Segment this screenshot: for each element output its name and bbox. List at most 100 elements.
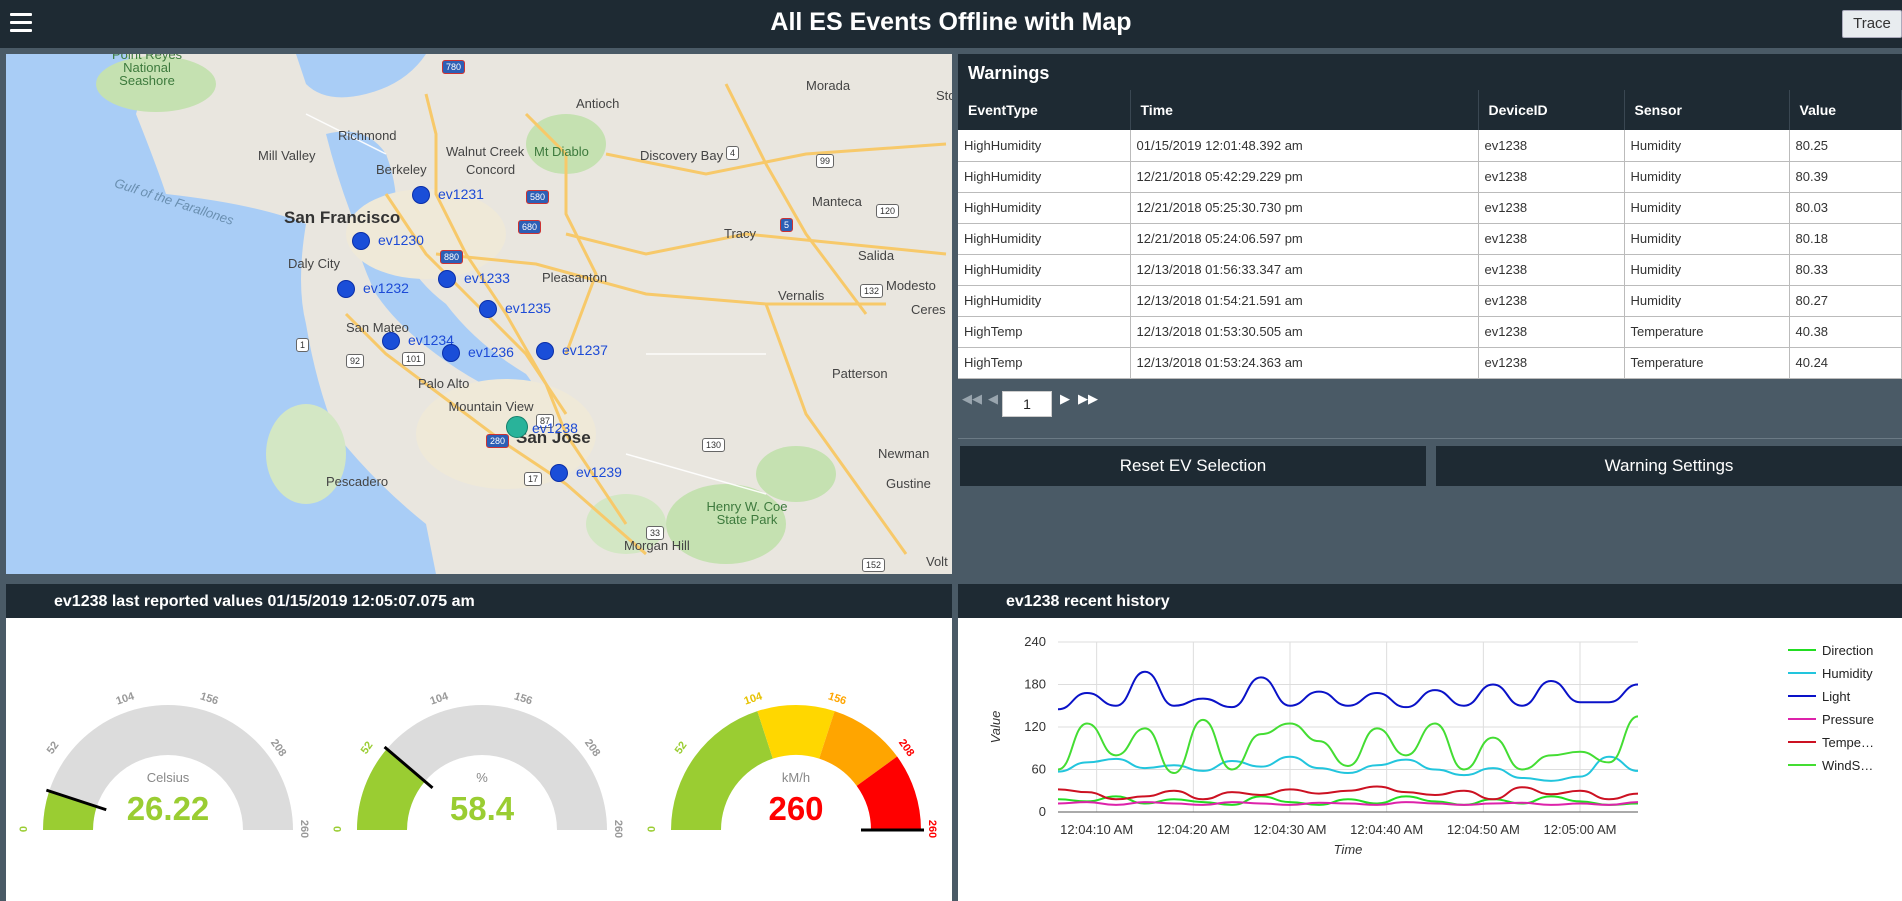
map-marker[interactable] xyxy=(352,232,370,250)
map-marker-label[interactable]: ev1235 xyxy=(505,300,551,316)
col-time[interactable]: Time xyxy=(1130,90,1479,130)
next-page-icon[interactable]: ▶ xyxy=(1060,390,1070,406)
series-line xyxy=(1057,755,1639,782)
map-place-label: Salida xyxy=(858,248,895,263)
x-tick-label: 12:04:10 AM xyxy=(1060,822,1133,837)
prev-page-icon[interactable]: ◀ xyxy=(988,390,998,406)
map-place-label: Mountain View xyxy=(448,399,534,414)
table-cell: 80.39 xyxy=(1789,161,1902,193)
highway-shield: 120 xyxy=(876,204,900,218)
highway-shield: 580 xyxy=(526,190,550,204)
table-row[interactable]: HighHumidity 12/21/2018 05:24:06.597 pm ev… xyxy=(958,223,1902,255)
map-place-label: Concord xyxy=(466,162,516,177)
last-page-icon[interactable]: ▶▶ xyxy=(1078,390,1098,406)
gauges-title: ev1238 last reported values 01/15/2019 1… xyxy=(6,584,952,618)
map-marker-label[interactable]: ev1231 xyxy=(438,186,484,202)
table-cell: ev1238 xyxy=(1478,223,1625,255)
map-marker-label[interactable]: ev1239 xyxy=(576,464,622,480)
map-place-label: Palo Alto xyxy=(418,376,470,391)
table-cell: HighHumidity xyxy=(958,285,1131,317)
map-marker[interactable] xyxy=(438,270,456,288)
series-line xyxy=(1057,785,1639,801)
gauge-value: 260 xyxy=(768,790,824,827)
trace-button[interactable]: Trace xyxy=(1842,10,1902,38)
table-cell: Humidity xyxy=(1624,161,1790,193)
first-page-icon[interactable]: ◀◀ xyxy=(962,390,982,406)
gauge-value: 26.22 xyxy=(126,790,210,827)
table-row[interactable]: HighHumidity 12/13/2018 01:54:21.591 am ev… xyxy=(958,285,1902,317)
map-place-label: Henry W. Coe State Park xyxy=(706,499,788,527)
reset-ev-selection-button[interactable]: Reset EV Selection xyxy=(960,446,1426,486)
map-marker[interactable] xyxy=(412,186,430,204)
gauge-unit: kM/h xyxy=(781,770,811,785)
page-input[interactable]: 1 xyxy=(1002,390,1052,417)
table-row[interactable]: HighHumidity 01/15/2019 12:01:48.392 am ev… xyxy=(958,130,1902,162)
gauge-humidity: 0 52 104 156 208 260% 58.4 xyxy=(332,630,624,838)
map-marker[interactable] xyxy=(506,416,528,438)
highway-shield: 87 xyxy=(536,414,555,428)
map-marker[interactable] xyxy=(536,342,554,360)
map-marker-label[interactable]: ev1234 xyxy=(408,332,454,348)
table-cell: HighTemp xyxy=(958,316,1131,348)
map-place-label: Modesto xyxy=(886,278,936,293)
table-cell: ev1238 xyxy=(1478,130,1625,162)
menu-icon[interactable] xyxy=(10,13,32,33)
map-marker-label[interactable]: ev1232 xyxy=(363,280,409,296)
highway-shield: 152 xyxy=(862,558,886,572)
table-row[interactable]: HighHumidity 12/21/2018 05:25:30.730 pm ev… xyxy=(958,192,1902,224)
map-place-label: San Jose xyxy=(516,428,591,447)
table-cell: Temperature xyxy=(1624,347,1790,379)
gauge-band xyxy=(757,705,835,759)
map-marker-label[interactable]: ev1236 xyxy=(468,344,514,360)
map-marker-label[interactable]: ev1237 xyxy=(562,342,608,358)
y-tick-label: 240 xyxy=(1024,634,1046,649)
x-tick-label: 12:04:40 AM xyxy=(1350,822,1423,837)
table-row[interactable]: HighTemp 12/13/2018 01:53:24.363 am ev1238… xyxy=(958,347,1902,379)
history-panel: ev1238 recent history 0 60 120 180 240 12:04:… xyxy=(958,584,1902,901)
map-marker-label[interactable]: ev1233 xyxy=(464,270,510,286)
map-marker-label[interactable]: ev1238 xyxy=(532,420,578,436)
table-cell: ev1238 xyxy=(1478,161,1625,193)
highway-shield: 99 xyxy=(816,154,835,168)
map-marker[interactable] xyxy=(337,280,355,298)
warning-settings-button[interactable]: Warning Settings xyxy=(1436,446,1902,486)
map-marker[interactable] xyxy=(442,344,460,362)
y-tick-label: 60 xyxy=(1032,762,1046,777)
history-chart: 0 60 120 180 240 12:04:10 AM 12:04:20 AM 12:04:… xyxy=(988,634,1874,857)
legend-label: Tempe… xyxy=(1822,735,1874,750)
table-cell: Humidity xyxy=(1624,285,1790,317)
x-tick-label: 12:05:00 AM xyxy=(1544,822,1617,837)
gauge-dial xyxy=(671,705,924,832)
col-deviceid[interactable]: DeviceID xyxy=(1478,90,1625,130)
map-marker[interactable] xyxy=(550,464,568,482)
table-cell: HighTemp xyxy=(958,347,1131,379)
legend-label: Light xyxy=(1822,689,1851,704)
col-value[interactable]: Value xyxy=(1789,90,1902,130)
table-row[interactable]: HighHumidity 12/13/2018 01:56:33.347 am ev… xyxy=(958,254,1902,286)
gauge-dial xyxy=(43,705,293,830)
gauge-temperature: 0 52 104 156 208 260 Celsius 26.22 xyxy=(18,630,310,838)
col-sensor[interactable]: Sensor xyxy=(1624,90,1790,130)
col-eventtype[interactable]: EventType xyxy=(958,90,1131,130)
map-marker[interactable] xyxy=(382,332,400,350)
map-place-label: Manteca xyxy=(812,194,862,209)
table-cell: 01/15/2019 12:01:48.392 am xyxy=(1130,130,1479,162)
table-cell: 80.03 xyxy=(1789,192,1902,224)
series-line xyxy=(1057,670,1639,711)
table-cell: HighHumidity xyxy=(958,223,1131,255)
table-row[interactable]: HighHumidity 12/21/2018 05:42:29.229 pm ev… xyxy=(958,161,1902,193)
map-place-label: Pleasanton xyxy=(542,270,608,285)
map-place-label: Pescadero xyxy=(326,474,389,489)
gauge-needle xyxy=(383,745,434,789)
y-axis-label: Value xyxy=(988,711,1003,744)
table-cell: HighHumidity xyxy=(958,161,1131,193)
warnings-title: Warnings xyxy=(958,54,1902,90)
gauges-panel: ev1238 last reported values 01/15/2019 1… xyxy=(6,584,952,901)
map[interactable]: Point Reyes National Seashore Richmond Mil… xyxy=(6,54,952,574)
table-cell: ev1238 xyxy=(1478,316,1625,348)
table-cell: 80.27 xyxy=(1789,285,1902,317)
series-line xyxy=(1057,801,1639,806)
table-row[interactable]: HighTemp 12/13/2018 01:53:30.505 am ev1238… xyxy=(958,316,1902,348)
map-marker[interactable] xyxy=(479,300,497,318)
map-marker-label[interactable]: ev1230 xyxy=(378,232,424,248)
